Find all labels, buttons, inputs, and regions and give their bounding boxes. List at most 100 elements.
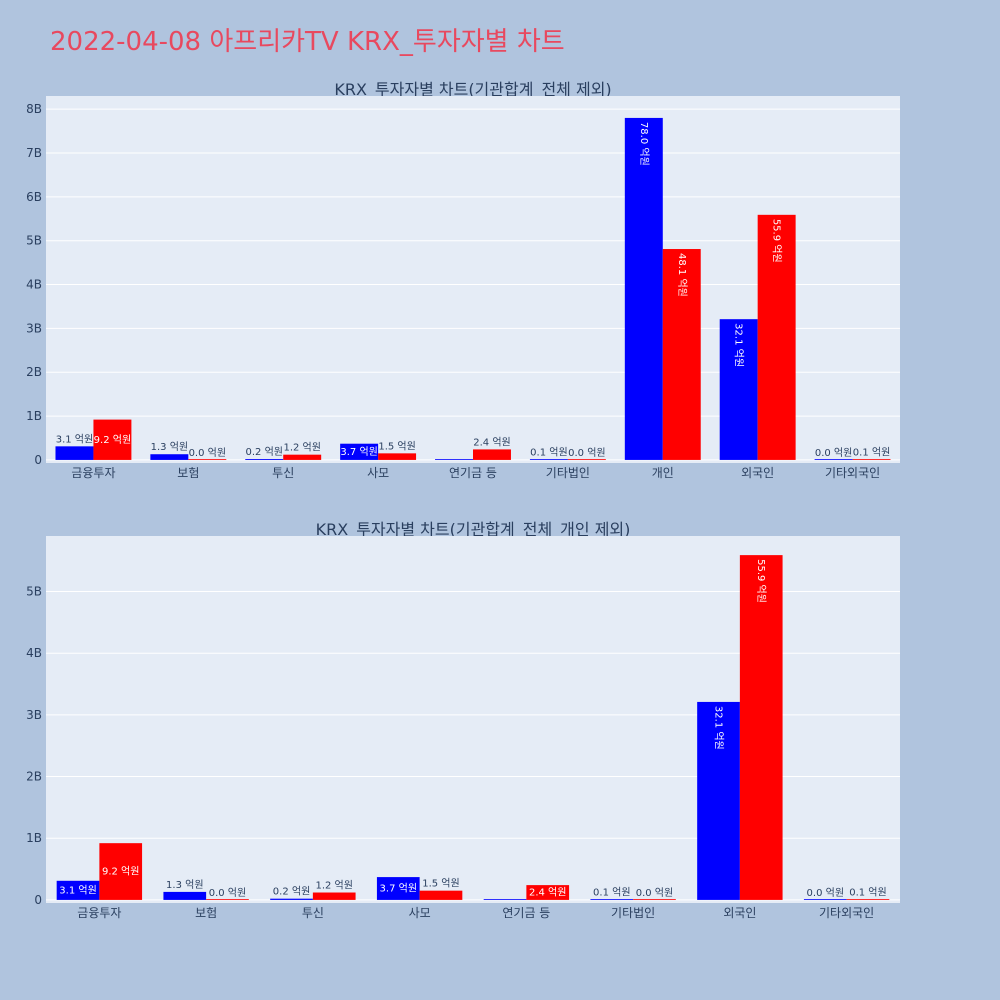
y-tick-label: 7B: [26, 146, 42, 160]
y-tick-label: 4B: [26, 646, 42, 660]
bar-sell[interactable]: [93, 419, 132, 460]
data-label: 1.2 억원: [283, 442, 320, 454]
bar-sell[interactable]: [739, 555, 783, 900]
y-tick-label: 3B: [26, 321, 42, 335]
data-label: 0.0 억원: [807, 887, 844, 899]
bar-buy[interactable]: [590, 899, 634, 900]
data-label: 2.4 억원: [529, 887, 566, 899]
bar-buy[interactable]: [376, 877, 420, 900]
data-label: 1.3 억원: [166, 879, 203, 891]
bar-sell[interactable]: [206, 899, 249, 900]
x-tick-label: 개인: [652, 466, 674, 480]
bar-sell[interactable]: [419, 890, 463, 900]
data-label: 0.0 억원: [815, 447, 852, 459]
data-label: 3.1 억원: [59, 884, 96, 896]
data-label: 0.0 억원: [209, 887, 246, 899]
bar-buy[interactable]: [56, 880, 100, 900]
chart-2: 0 1B 2B 3B 4B 5B 3.1 억원 1.3 억원 0.2 억원 3.7 억원 0.1 억…: [26, 555, 900, 920]
y-tick-label: 5B: [26, 585, 42, 599]
data-label: 55.9 억원: [755, 559, 767, 603]
data-label: 1.2 억원: [315, 880, 352, 892]
data-label: 9.2 억원: [102, 866, 139, 878]
data-label: 32.1 억원: [733, 323, 745, 367]
y-tick-label: 4B: [26, 278, 42, 292]
x-tick-label: 기타외국인: [825, 466, 880, 480]
data-label: 0.2 억원: [273, 886, 310, 898]
x-tick-label: 외국인: [723, 906, 756, 920]
y-tick-label: 2B: [26, 365, 42, 379]
y-tick-label: 3B: [26, 708, 42, 722]
bar-buy[interactable]: [624, 117, 663, 460]
bar-buy[interactable]: [697, 701, 740, 900]
bar-sell[interactable]: [473, 449, 511, 460]
bar-sell[interactable]: [526, 885, 570, 900]
x-tick-label: 사모: [367, 466, 389, 480]
y-tick-label: 6B: [26, 190, 42, 204]
bar-sell[interactable]: [662, 249, 701, 460]
bar-buy[interactable]: [55, 446, 94, 460]
x-tick-label: 금융투자: [71, 466, 115, 480]
y-tick-label: 1B: [26, 409, 42, 423]
data-label: 0.1 억원: [530, 446, 567, 458]
x-tick-label: 연기금 등: [502, 906, 550, 920]
data-label: 0.1 억원: [849, 886, 886, 898]
y-tick-label: 1B: [26, 831, 42, 845]
y-tick-label: 0: [34, 893, 42, 907]
data-label: 1.3 억원: [151, 441, 188, 453]
x-tick-label: 사모: [409, 906, 431, 920]
bar-buy[interactable]: [163, 891, 207, 900]
x-tick-label: 보험: [177, 466, 199, 480]
x-tick-label: 투신: [302, 906, 324, 920]
bar-buy[interactable]: [435, 459, 473, 460]
data-label: 0.1 억원: [853, 446, 890, 458]
bar-sell[interactable]: [852, 459, 891, 460]
bar-sell[interactable]: [99, 843, 143, 900]
bar-buy[interactable]: [483, 899, 527, 900]
bar-buy[interactable]: [150, 454, 189, 460]
bar-buy[interactable]: [340, 443, 379, 460]
bar-sell[interactable]: [378, 453, 417, 460]
bar-buy[interactable]: [529, 459, 568, 460]
bar-buy[interactable]: [245, 459, 284, 460]
data-label: 3.1 억원: [56, 433, 93, 445]
chart-1-title: KRX_투자자별 차트(기관합계_전체 제외): [334, 80, 611, 100]
x-tick-label: 외국인: [741, 466, 774, 480]
data-label: 0.1 억원: [593, 886, 630, 898]
chart-2-title: KRX_투자자별 차트(기관합계_전체_개인 제외): [316, 520, 631, 540]
data-label: 3.7 억원: [380, 883, 417, 895]
x-tick-label: 연기금 등: [449, 466, 497, 480]
bar-buy[interactable]: [719, 319, 758, 460]
bar-sell[interactable]: [633, 899, 676, 900]
data-label: 1.5 억원: [422, 878, 459, 890]
bar-sell[interactable]: [283, 454, 322, 460]
bar-sell[interactable]: [312, 892, 356, 900]
bar-buy[interactable]: [803, 899, 847, 900]
x-tick-label: 기타법인: [611, 906, 655, 920]
page-title: 2022-04-08 아프리카TV KRX_투자자별 차트: [50, 27, 565, 57]
bar-sell[interactable]: [757, 214, 796, 460]
data-label: 0.2 억원: [246, 446, 283, 458]
y-tick-label: 2B: [26, 770, 42, 784]
data-label: 48.1 억원: [676, 253, 688, 297]
data-label: 0.0 억원: [568, 447, 605, 459]
x-tick-label: 보험: [195, 906, 217, 920]
bar-buy[interactable]: [814, 459, 853, 460]
data-label: 9.2 억원: [94, 434, 131, 446]
data-label: 0.0 억원: [189, 447, 226, 459]
bar-sell[interactable]: [567, 459, 606, 460]
bar-buy[interactable]: [270, 898, 313, 900]
y-tick-label: 5B: [26, 234, 42, 248]
data-label: 3.7 억원: [340, 446, 377, 458]
y-tick-label: 0: [34, 453, 42, 467]
x-tick-label: 투신: [272, 466, 294, 480]
data-label: 32.1 억원: [713, 706, 725, 750]
x-tick-label: 기타법인: [546, 466, 590, 480]
y-tick-label: 8B: [26, 102, 42, 116]
data-label: 1.5 억원: [378, 440, 415, 452]
bar-sell[interactable]: [846, 899, 890, 900]
bar-sell[interactable]: [188, 459, 227, 460]
data-label: 2.4 억원: [473, 436, 510, 448]
data-label: 0.0 억원: [636, 887, 673, 899]
chart-1: 0 1B 2B 3B 4B 5B 6B 7B 8B 3.1 억원 1.3 억원 0.2 억원 3.7 억…: [26, 102, 900, 480]
